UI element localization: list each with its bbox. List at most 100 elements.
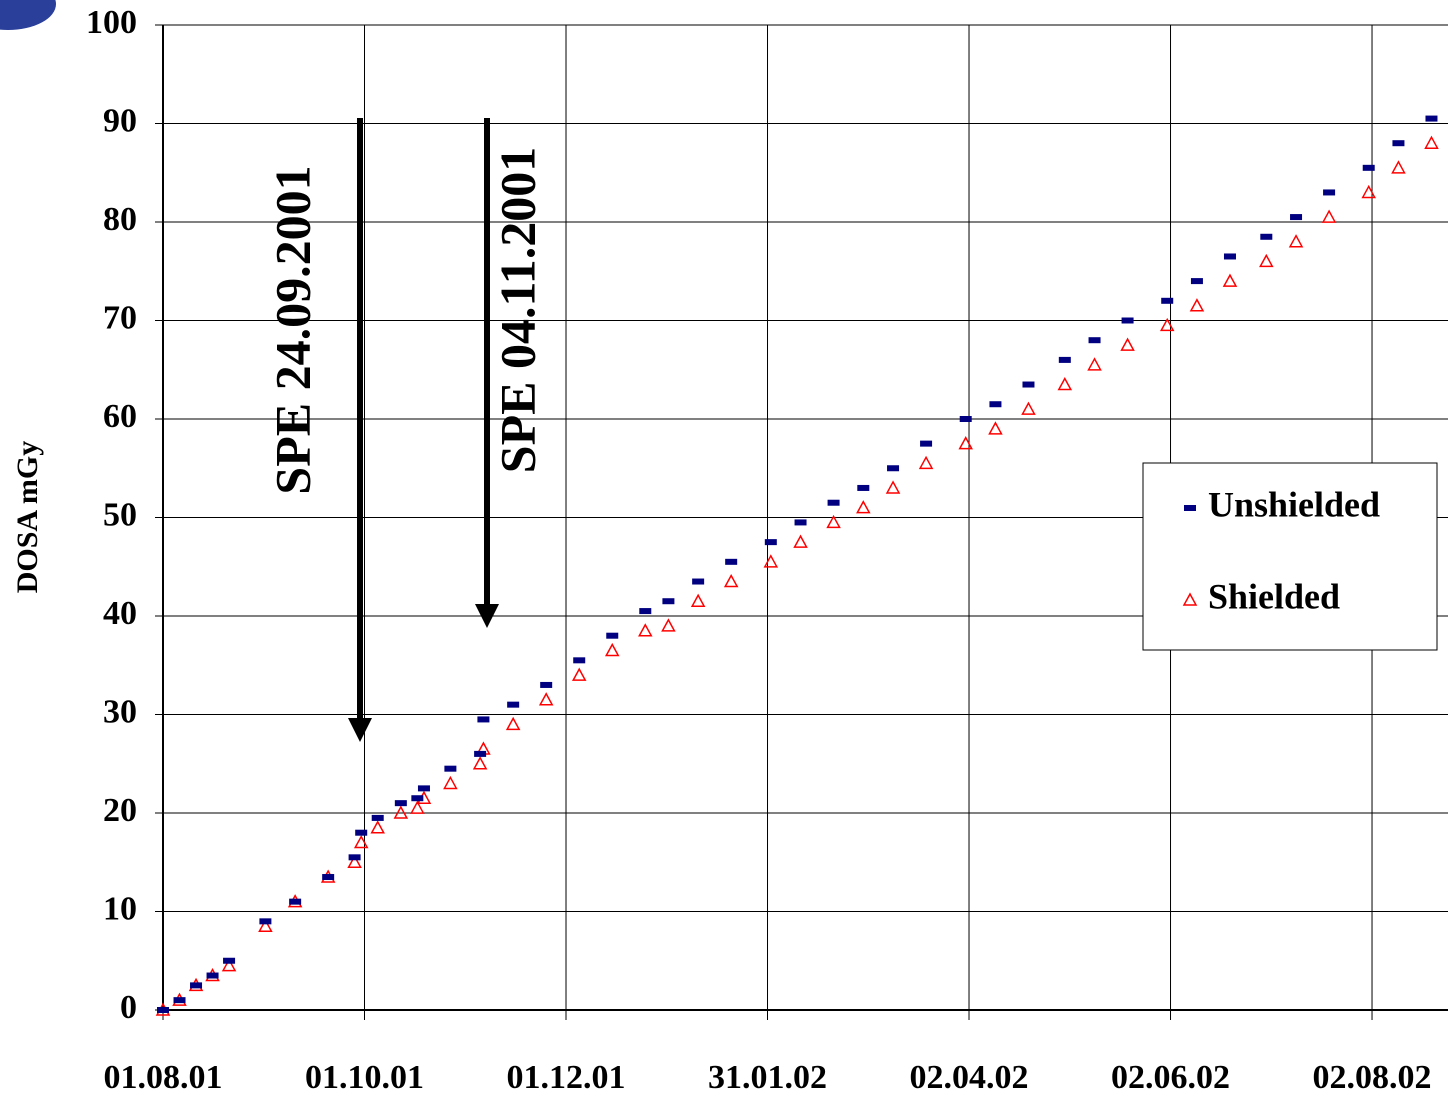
y-tick-label: 0 [120,989,137,1026]
point [1222,273,1238,287]
point [507,701,520,708]
point [763,554,779,568]
plot-area [155,24,1448,1020]
point [826,514,841,529]
point [662,598,675,605]
point [394,800,407,807]
point [1362,164,1375,171]
point [347,854,362,868]
point [827,499,840,506]
point [764,539,777,546]
point [322,874,335,881]
x-tick-label: 02.08.02 [1313,1059,1432,1096]
y-tick-label: 70 [103,299,137,336]
point [1189,298,1205,312]
point [725,558,738,565]
point [173,997,186,1004]
legend-label: Shielded [1208,576,1340,616]
x-tick-label: 31.01.02 [708,1059,827,1096]
point [1323,189,1336,196]
point [958,436,973,450]
point [1391,160,1406,174]
legend-label: Unshielded [1208,484,1380,524]
point [371,814,384,821]
point [887,465,900,472]
point [1321,209,1337,223]
point [989,401,1002,408]
logo-blob [0,0,56,30]
point [1288,234,1304,248]
point [1058,356,1071,363]
point [393,805,409,819]
point [540,681,553,688]
point [920,440,933,447]
point [410,800,425,814]
annotation: SPE 24.09.2001 [264,165,320,494]
point [638,623,653,637]
point [1190,278,1203,285]
point [1259,253,1274,268]
y-tick-label: 50 [103,496,137,533]
point [988,421,1003,435]
point [1425,115,1438,122]
point [370,820,385,834]
arrow-head [475,604,499,628]
y-tick-label: 20 [103,792,137,829]
point [348,854,361,861]
point [259,918,272,925]
point [443,775,458,790]
point [1159,317,1175,332]
y-tick-label: 90 [103,102,137,139]
point [1392,140,1405,147]
point [417,785,430,792]
x-tick-label: 01.10.01 [305,1059,424,1096]
legend-marker [1182,592,1198,606]
point [639,608,652,615]
point [355,829,368,836]
y-tick-label: 80 [103,201,137,238]
point [411,795,424,802]
point [1120,337,1135,351]
point [793,534,808,548]
point [606,632,619,639]
point [190,982,203,989]
legend-marker [1184,505,1196,511]
point [444,765,457,772]
point [959,416,972,422]
x-tick-label: 01.08.01 [104,1059,223,1096]
legend [1142,462,1438,651]
y-tick-label: 100 [86,4,137,41]
point [723,573,739,588]
point [661,618,676,632]
point [692,578,705,585]
y-tick-label: 10 [103,890,137,927]
point [604,642,620,657]
point [573,657,586,664]
point [206,972,219,979]
point [1087,357,1102,371]
y-axis-label: DOSA mGy [11,441,44,594]
point [1260,233,1273,240]
point [1223,253,1236,260]
point [918,455,934,470]
point [157,1007,169,1013]
y-tick-label: 30 [103,693,137,730]
point [857,484,870,491]
point [289,898,302,905]
x-tick-label: 02.06.02 [1111,1059,1230,1096]
point [1424,135,1439,149]
point [258,918,273,933]
point [1022,381,1035,388]
point [472,756,488,770]
point [505,716,521,731]
point [1021,401,1036,415]
point [477,716,490,723]
point [1121,317,1134,324]
point [856,500,871,514]
point [885,480,901,494]
x-tick-label: 02.04.02 [910,1059,1029,1096]
point [1057,376,1073,391]
x-tick-label: 01.12.01 [507,1059,626,1096]
point [690,593,706,607]
